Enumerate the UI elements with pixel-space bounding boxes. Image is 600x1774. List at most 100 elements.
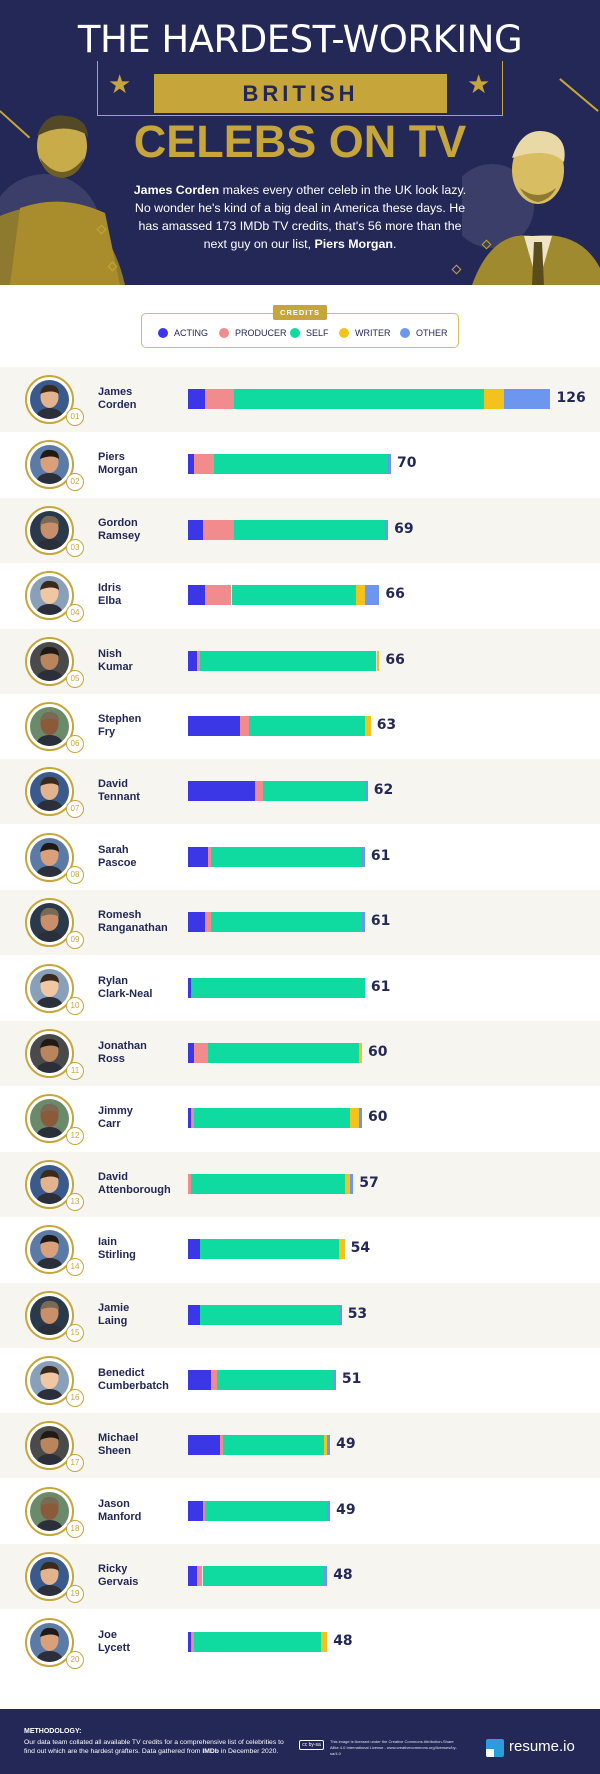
celeb-last-name: Stirling bbox=[98, 1249, 136, 1261]
celeb-name: James Corden bbox=[98, 386, 180, 412]
celeb-last-name: Clark-Neal bbox=[98, 988, 153, 1000]
rank-badge: 14 bbox=[66, 1258, 84, 1276]
bar-total-label: 57 bbox=[359, 1175, 379, 1191]
bar-segment-self bbox=[193, 1108, 351, 1128]
celeb-name: Jonathan Ross bbox=[98, 1040, 180, 1066]
rank-badge: 06 bbox=[66, 735, 84, 753]
bar-segment-writer bbox=[321, 1632, 328, 1652]
rank-badge: 04 bbox=[66, 604, 84, 622]
celeb-name: Jimmy Carr bbox=[98, 1105, 180, 1131]
bar-total-label: 61 bbox=[370, 848, 391, 864]
table-row: 10 Rylan Clark-Neal 61 bbox=[0, 956, 600, 1021]
bar-segment-self bbox=[208, 1043, 360, 1063]
bar-segment-other bbox=[364, 585, 380, 605]
celeb-first-name: Idris bbox=[98, 582, 122, 594]
bar-segment-acting bbox=[188, 1305, 200, 1325]
table-row: 19 Ricky Gervais 48 bbox=[0, 1544, 600, 1609]
bar-segment-producer bbox=[190, 1108, 194, 1128]
bar-total-label: 126 bbox=[556, 390, 586, 406]
star-icon: ★ bbox=[108, 69, 132, 99]
celeb-first-name: Sarah bbox=[98, 844, 129, 856]
avatar-photo bbox=[30, 903, 69, 942]
bar-segment-acting bbox=[188, 1632, 191, 1652]
celeb-first-name: Piers bbox=[98, 451, 125, 463]
bar-segment-self bbox=[202, 1566, 325, 1586]
bar-total-label: 66 bbox=[385, 652, 405, 668]
legend-item-producer: PRODUCER bbox=[219, 327, 287, 339]
intro-highlight-corden: James Corden bbox=[133, 183, 220, 197]
celeb-first-name: David bbox=[98, 1171, 128, 1183]
decor-line bbox=[559, 78, 599, 112]
bar-total-label: 66 bbox=[385, 586, 405, 602]
bar-segment-other bbox=[359, 1108, 362, 1128]
avatar bbox=[25, 1356, 74, 1405]
avatar-photo bbox=[30, 511, 69, 550]
intro-end: . bbox=[392, 237, 397, 251]
avatar-photo bbox=[30, 1034, 69, 1073]
avatar bbox=[25, 1225, 74, 1274]
avatar-photo bbox=[30, 380, 69, 419]
bar-segment-self bbox=[222, 1435, 325, 1455]
bar-segment-other bbox=[324, 1566, 328, 1586]
legend-label: WRITER bbox=[355, 328, 391, 338]
rank-badge: 12 bbox=[66, 1127, 84, 1145]
rank-badge: 17 bbox=[66, 1454, 84, 1472]
bar-segment-self bbox=[234, 389, 484, 409]
bar-total-label: 48 bbox=[333, 1567, 353, 1583]
celeb-first-name: Jamie bbox=[98, 1302, 130, 1314]
avatar-photo bbox=[30, 1492, 69, 1531]
legend-swatch bbox=[219, 328, 229, 338]
license-text: This image is licensed under the Creativ… bbox=[330, 1739, 457, 1756]
bar-segment-producer bbox=[219, 1435, 223, 1455]
bar-total-label: 60 bbox=[368, 1044, 388, 1060]
bar-segment-acting bbox=[188, 781, 255, 801]
bar-segment-acting bbox=[188, 454, 194, 474]
table-row: 20 Joe Lycett 48 bbox=[0, 1610, 600, 1675]
celeb-name: Joe Lycett bbox=[98, 1629, 180, 1655]
bar-segment-producer bbox=[240, 716, 249, 736]
rank-badge: 02 bbox=[66, 473, 84, 491]
bar-segment-acting bbox=[188, 1043, 194, 1063]
legend-item-writer: WRITER bbox=[339, 327, 391, 339]
rank-badge: 03 bbox=[66, 539, 84, 557]
bar-segment-self bbox=[190, 978, 365, 998]
bar-segment-other bbox=[362, 912, 365, 932]
table-row: 01 James Corden 126 bbox=[0, 367, 600, 432]
celeb-first-name: David bbox=[98, 778, 128, 790]
avatar bbox=[25, 1618, 74, 1667]
celeb-first-name: Rylan bbox=[98, 975, 128, 987]
avatar bbox=[25, 1487, 74, 1536]
avatar bbox=[25, 833, 74, 882]
bar-segment-self bbox=[211, 912, 362, 932]
bar-segment-self bbox=[248, 716, 365, 736]
table-row: 09 Romesh Ranganathan 61 bbox=[0, 890, 600, 955]
bar-segment-acting bbox=[188, 847, 209, 867]
table-row: 17 Michael Sheen 49 bbox=[0, 1413, 600, 1478]
rank-badge: 16 bbox=[66, 1389, 84, 1407]
legend-swatch bbox=[290, 328, 300, 338]
celeb-first-name: Jimmy bbox=[98, 1105, 133, 1117]
bar-segment-producer bbox=[193, 454, 215, 474]
avatar bbox=[25, 1552, 74, 1601]
avatar bbox=[25, 898, 74, 947]
celeb-name: Idris Elba bbox=[98, 582, 180, 608]
bar-segment-self bbox=[263, 781, 365, 801]
bar-total-label: 61 bbox=[370, 979, 391, 995]
celeb-name: Ricky Gervais bbox=[98, 1563, 180, 1589]
bar-segment-self bbox=[217, 1370, 333, 1390]
legend-item-acting: ACTING bbox=[158, 327, 208, 339]
celeb-last-name: Elba bbox=[98, 595, 122, 607]
avatar-photo bbox=[30, 576, 69, 615]
rank-badge: 15 bbox=[66, 1324, 84, 1342]
celeb-name: David Tennant bbox=[98, 778, 180, 804]
table-row: 05 Nish Kumar 66 bbox=[0, 629, 600, 694]
table-row: 06 Stephen Fry 63 bbox=[0, 694, 600, 759]
bar-segment-acting bbox=[188, 1566, 197, 1586]
bar-segment-acting bbox=[188, 389, 206, 409]
celeb-name: Iain Stirling bbox=[98, 1236, 180, 1262]
celeb-first-name: Ricky bbox=[98, 1563, 128, 1575]
bar-segment-producer bbox=[205, 389, 235, 409]
title-line-3: CELEBS ON TV bbox=[133, 116, 467, 167]
celeb-last-name: Ramsey bbox=[98, 530, 141, 542]
celeb-illustration-left bbox=[0, 115, 125, 285]
